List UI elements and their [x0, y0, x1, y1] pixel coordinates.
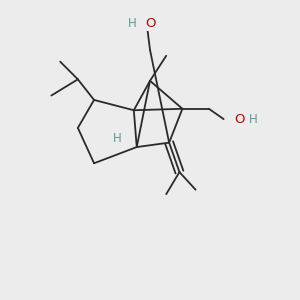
- Text: H: H: [249, 112, 257, 126]
- Text: O: O: [145, 17, 155, 30]
- Text: H: H: [113, 132, 122, 145]
- Text: O: O: [234, 112, 244, 126]
- Text: H: H: [128, 17, 137, 30]
